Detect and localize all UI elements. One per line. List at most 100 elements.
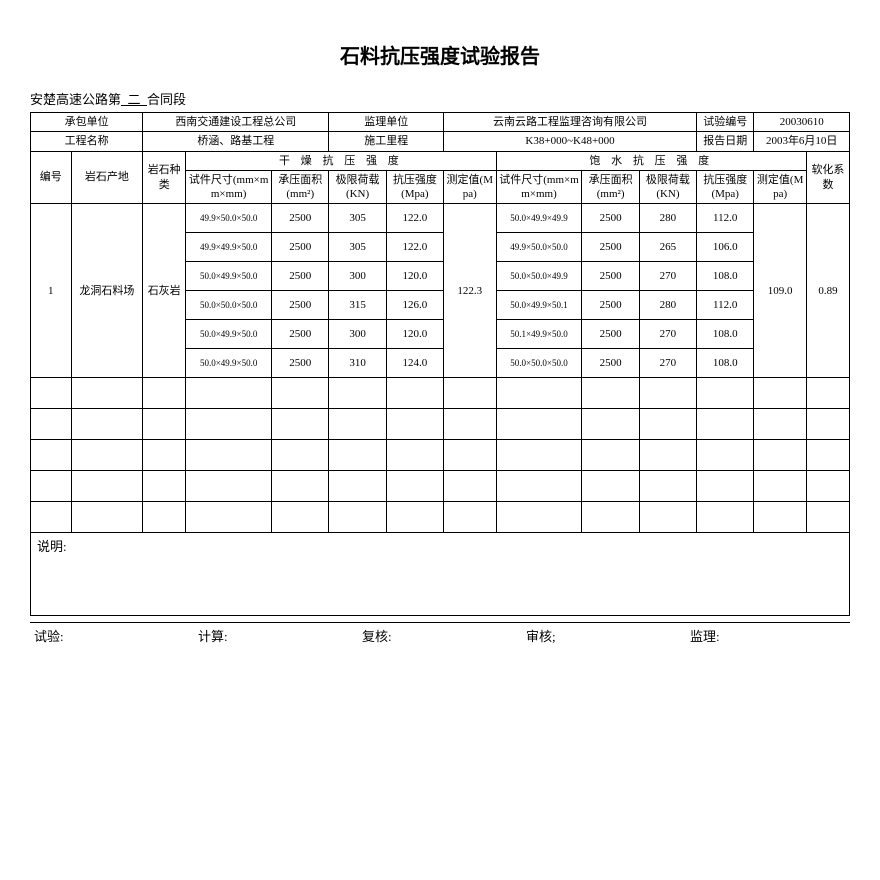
sign-calc: 计算: [194,623,358,652]
cell-sat-load: 270 [639,262,696,291]
cell-dry-measured: 122.3 [444,204,497,378]
cell-dry-area: 2500 [272,320,329,349]
cell-dry-area: 2500 [272,291,329,320]
cell-dry-load: 300 [329,262,386,291]
col-sat-area: 承压面积(mm²) [582,170,639,204]
cell-dry-load: 305 [329,233,386,262]
cell-sat-size: 49.9×50.0×50.0 [496,233,582,262]
cell-sat-size: 50.0×50.0×50.0 [496,349,582,378]
cell-rocktype: 石灰岩 [143,204,186,378]
cell-sat-strength: 108.0 [697,349,754,378]
col-dry-size: 试件尺寸(mm×mm×mm) [186,170,272,204]
testno-value: 20030610 [754,113,850,132]
empty-row [31,409,850,440]
report-title: 石料抗压强度试验报告 [30,40,850,69]
subtitle-suffix: 合同段 [147,92,186,107]
col-origin: 岩石产地 [71,151,143,204]
cell-sat-measured: 109.0 [754,204,807,378]
col-softening: 软化系数 [806,151,849,204]
cell-dry-size: 50.0×49.9×50.0 [186,349,272,378]
col-sat-group: 饱 水 抗 压 强 度 [496,151,806,170]
cell-sat-size: 50.1×49.9×50.0 [496,320,582,349]
cell-dry-load: 300 [329,320,386,349]
cell-softening: 0.89 [806,204,849,378]
testno-label: 试验编号 [697,113,754,132]
empty-row [31,378,850,409]
col-no: 编号 [31,151,72,204]
col-dry-measured: 测定值(Mpa) [444,170,497,204]
col-dry-strength: 抗压强度(Mpa) [386,170,443,204]
cell-sat-strength: 112.0 [697,204,754,233]
cell-no: 1 [31,204,72,378]
mileage-label: 施工里程 [329,132,444,151]
cell-sat-area: 2500 [582,349,639,378]
cell-sat-strength: 112.0 [697,291,754,320]
empty-row [31,440,850,471]
notes-row: 说明: [31,533,850,616]
cell-dry-area: 2500 [272,349,329,378]
cell-dry-size: 49.9×49.9×50.0 [186,233,272,262]
project-label: 工程名称 [31,132,143,151]
cell-origin: 龙洞石料场 [71,204,143,378]
cell-dry-area: 2500 [272,204,329,233]
cell-sat-size: 50.0×49.9×49.9 [496,204,582,233]
cell-sat-strength: 108.0 [697,320,754,349]
empty-row [31,502,850,533]
subtitle: 安楚高速公路第 二 合同段 [30,89,850,108]
col-rocktype: 岩石种类 [143,151,186,204]
subtitle-section: 二 [121,92,147,107]
cell-dry-load: 305 [329,204,386,233]
cell-sat-load: 280 [639,204,696,233]
cell-dry-size: 50.0×49.9×50.0 [186,262,272,291]
cell-dry-load: 310 [329,349,386,378]
cell-dry-strength: 122.0 [386,204,443,233]
cell-sat-size: 50.0×50.0×49.9 [496,262,582,291]
sign-test: 试验: [30,623,194,652]
project-value: 桥涵、路基工程 [143,132,329,151]
cell-dry-strength: 120.0 [386,262,443,291]
cell-sat-strength: 106.0 [697,233,754,262]
col-sat-load: 极限荷载(KN) [639,170,696,204]
col-sat-strength: 抗压强度(Mpa) [697,170,754,204]
date-label: 报告日期 [697,132,754,151]
supervisor-value: 云南云路工程监理咨询有限公司 [444,113,697,132]
cell-dry-size: 50.0×49.9×50.0 [186,320,272,349]
cell-dry-area: 2500 [272,262,329,291]
cell-dry-size: 50.0×50.0×50.0 [186,291,272,320]
cell-sat-area: 2500 [582,233,639,262]
cell-sat-size: 50.0×49.9×50.1 [496,291,582,320]
empty-row [31,471,850,502]
cell-sat-area: 2500 [582,320,639,349]
notes-cell: 说明: [31,533,850,616]
cell-sat-area: 2500 [582,291,639,320]
col-sat-measured: 测定值(Mpa) [754,170,807,204]
sign-review: 复核: [358,623,522,652]
contractor-value: 西南交通建设工程总公司 [143,113,329,132]
data-row: 1 龙洞石料场 石灰岩 49.9×50.0×50.0 2500 305 122.… [31,204,850,233]
cell-sat-load: 270 [639,349,696,378]
sign-audit: 审核; [522,623,686,652]
col-dry-area: 承压面积(mm²) [272,170,329,204]
cell-sat-load: 270 [639,320,696,349]
header-row-2: 工程名称 桥涵、路基工程 施工里程 K38+000~K48+000 报告日期 2… [31,132,850,151]
cell-dry-strength: 122.0 [386,233,443,262]
col-sat-size: 试件尺寸(mm×mm×mm) [496,170,582,204]
subtitle-prefix: 安楚高速公路第 [30,92,121,107]
cell-dry-load: 315 [329,291,386,320]
cell-dry-area: 2500 [272,233,329,262]
signature-row: 试验: 计算: 复核: 审核; 监理: [30,622,850,652]
contractor-label: 承包单位 [31,113,143,132]
supervisor-label: 监理单位 [329,113,444,132]
cell-sat-strength: 108.0 [697,262,754,291]
cell-sat-area: 2500 [582,204,639,233]
cell-sat-load: 280 [639,291,696,320]
mileage-value: K38+000~K48+000 [444,132,697,151]
cell-dry-strength: 126.0 [386,291,443,320]
header-row-1: 承包单位 西南交通建设工程总公司 监理单位 云南云路工程监理咨询有限公司 试验编… [31,113,850,132]
cell-dry-strength: 120.0 [386,320,443,349]
cell-dry-strength: 124.0 [386,349,443,378]
col-header-row-1: 编号 岩石产地 岩石种类 干 燥 抗 压 强 度 饱 水 抗 压 强 度 软化系… [31,151,850,170]
sign-supervise: 监理: [686,623,850,652]
report-table: 承包单位 西南交通建设工程总公司 监理单位 云南云路工程监理咨询有限公司 试验编… [30,112,850,616]
cell-sat-load: 265 [639,233,696,262]
